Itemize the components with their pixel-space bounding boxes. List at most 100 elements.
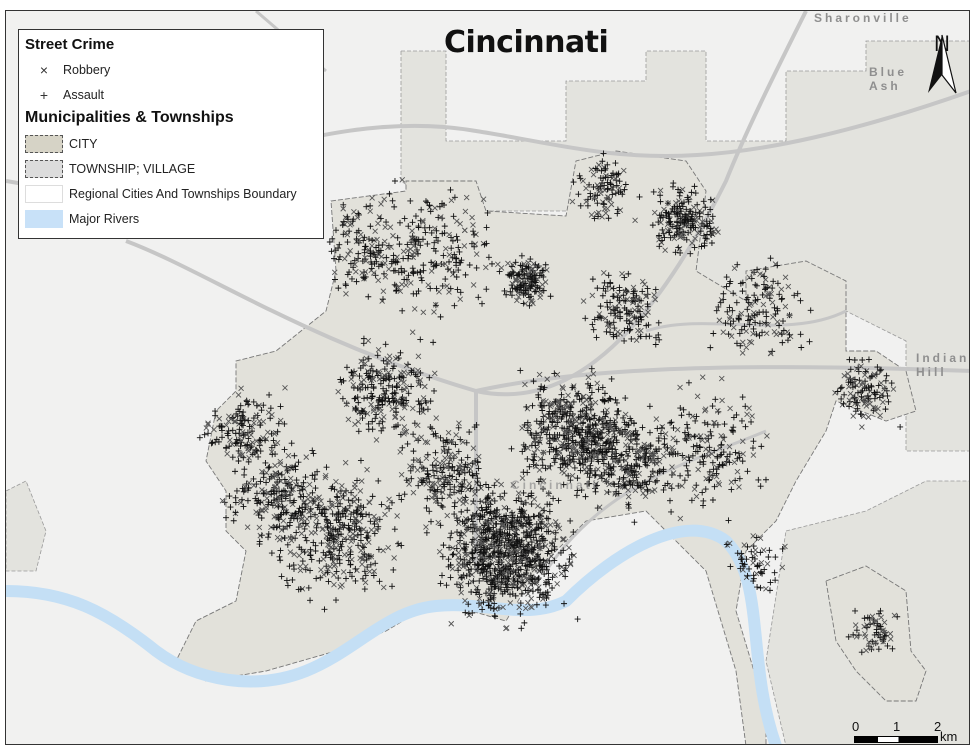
assault-point	[481, 522, 488, 529]
assault-point	[478, 566, 485, 573]
boundary-swatch	[25, 184, 63, 203]
robbery-point	[505, 546, 511, 552]
assault-point	[485, 553, 492, 560]
robbery-point	[478, 498, 485, 505]
indian-hill-line1: Indian	[916, 351, 970, 365]
assault-point	[561, 600, 568, 607]
assault-point	[514, 514, 521, 521]
assault-point	[477, 556, 484, 563]
assault-point	[437, 580, 444, 587]
assault-point	[448, 530, 455, 537]
assault-point	[566, 556, 573, 563]
robbery-point	[558, 570, 565, 577]
assault-point	[461, 556, 468, 563]
assault-point	[462, 546, 469, 553]
assault-point	[525, 587, 531, 594]
robbery-point	[536, 584, 542, 591]
assault-point	[757, 549, 764, 556]
assault-point	[462, 609, 469, 616]
assault-point	[509, 514, 516, 521]
legend-label: Regional Cities And Townships Boundary	[69, 186, 297, 201]
robbery-point	[516, 564, 523, 571]
assault-point	[541, 507, 548, 514]
robbery-point	[526, 573, 532, 579]
robbery-point	[460, 563, 467, 570]
robbery-point	[556, 525, 563, 532]
assault-point	[530, 546, 537, 553]
assault-point	[492, 520, 499, 527]
assault-point	[496, 528, 503, 535]
assault-point	[631, 519, 638, 526]
assault-point	[533, 537, 540, 544]
assault-point	[523, 570, 530, 577]
legend-label: Assault	[63, 87, 104, 102]
assault-point	[469, 609, 476, 616]
assault-point	[465, 601, 472, 608]
assault-point	[543, 515, 550, 522]
robbery-point	[498, 545, 505, 552]
assault-point	[492, 613, 499, 620]
assault-point	[525, 550, 532, 557]
robbery-point	[465, 552, 471, 558]
place-label-sharonville: Sharonville	[814, 11, 912, 25]
robbery-point	[523, 558, 530, 564]
robbery-point	[493, 576, 500, 583]
assault-point	[509, 524, 516, 531]
assault-point	[771, 569, 778, 576]
assault-point	[501, 542, 508, 549]
assault-point	[196, 434, 203, 441]
assault-point	[513, 553, 520, 560]
assault-point	[503, 584, 510, 591]
robbery-point	[548, 541, 555, 547]
assault-point	[391, 178, 398, 185]
assault-point	[453, 581, 460, 588]
assault-point	[487, 572, 494, 579]
map-canvas[interactable]: Cincinnati Sharonville Blue Ash Indian H…	[5, 10, 970, 745]
assault-point	[765, 554, 772, 561]
assault-point	[492, 513, 499, 520]
robbery-point	[482, 518, 489, 525]
assault-point	[505, 536, 512, 543]
assault-point	[525, 514, 532, 521]
assault-point	[469, 528, 476, 535]
robbery-point	[567, 560, 574, 566]
assault-point	[529, 588, 536, 595]
robbery-point	[512, 530, 518, 536]
township-swatch	[25, 159, 63, 178]
legend-item-boundary: Regional Cities And Townships Boundary	[25, 181, 317, 206]
robbery-point	[525, 599, 531, 606]
assault-point	[523, 534, 530, 541]
assault-point	[440, 542, 447, 549]
assault-point	[476, 549, 483, 556]
assault-point	[524, 547, 531, 554]
robbery-point	[449, 545, 456, 551]
robbery-point	[529, 604, 535, 611]
assault-point	[535, 587, 542, 594]
assault-point	[480, 575, 487, 582]
robbery-point	[481, 556, 488, 563]
robbery-point	[499, 495, 506, 501]
assault-point	[497, 531, 504, 538]
assault-point	[478, 530, 485, 537]
assault-point	[491, 590, 498, 597]
assault-point	[479, 565, 486, 572]
assault-point	[484, 563, 491, 570]
robbery-point	[571, 552, 577, 559]
assault-point	[454, 529, 461, 536]
assault-point	[485, 525, 492, 532]
robbery-point	[472, 542, 478, 549]
robbery-point	[534, 503, 541, 509]
assault-point	[561, 567, 568, 574]
place-label-blue-ash: Blue Ash	[869, 65, 907, 93]
assault-point	[449, 551, 456, 558]
assault-point	[533, 553, 540, 560]
assault-point	[490, 524, 497, 531]
scale-bar: 0 1 2 km	[852, 719, 969, 744]
robbery-point	[528, 595, 535, 602]
crime-points	[196, 150, 904, 656]
assault-point	[582, 493, 589, 500]
assault-point	[475, 562, 482, 569]
robbery-point	[531, 496, 538, 502]
assault-point	[530, 534, 537, 541]
legend-item-assault: + Assault	[25, 82, 317, 107]
